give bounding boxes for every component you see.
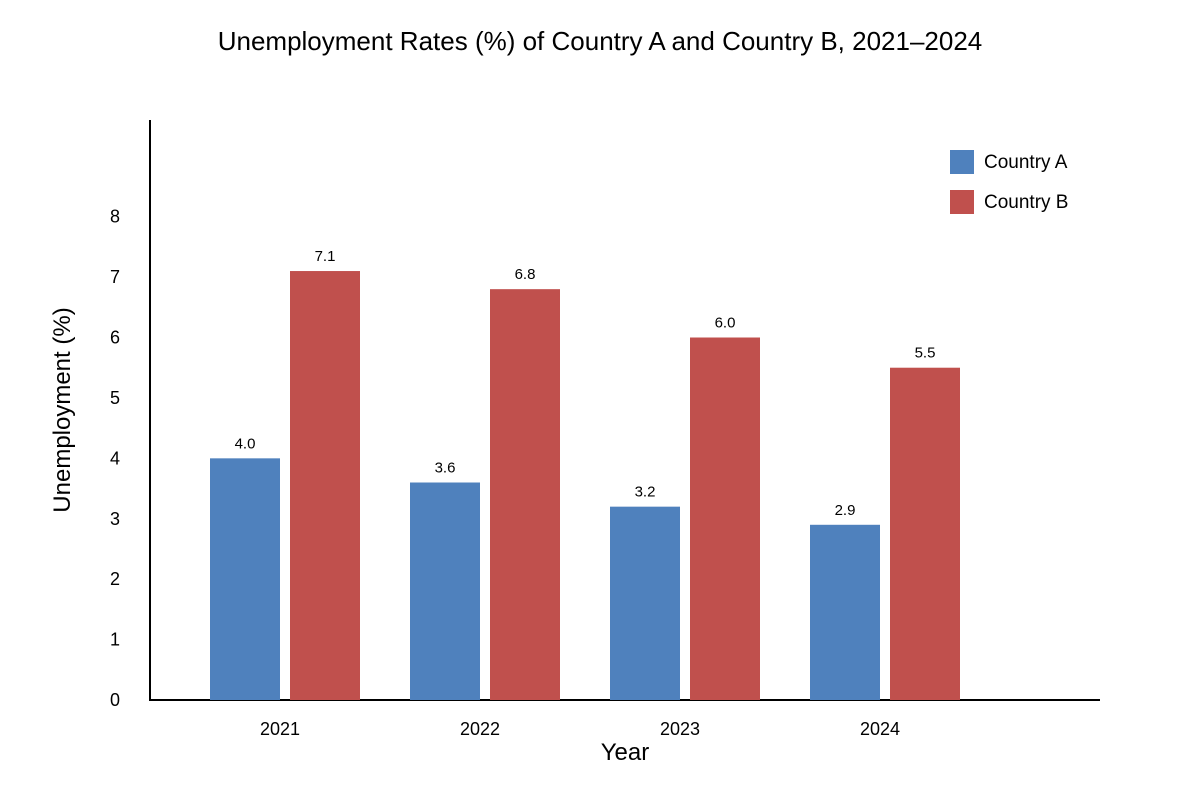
legend-swatch xyxy=(950,190,974,214)
legend-label: Country A xyxy=(984,152,1068,173)
legend: Country A Country B xyxy=(950,150,1068,214)
data-label: 5.5 xyxy=(915,345,936,362)
x-tick-labels: 2021 2022 2023 2024 xyxy=(260,719,900,739)
x-tick-label: 2022 xyxy=(460,719,500,739)
data-label: 6.0 xyxy=(715,315,736,332)
legend-swatch xyxy=(950,150,974,174)
y-tick-labels: 0 1 2 3 4 5 6 7 8 xyxy=(110,207,120,710)
data-labels: 4.0 3.6 3.2 2.9 7.1 6.8 6.0 5.5 xyxy=(235,248,936,519)
bar-country-a-2024 xyxy=(810,524,880,700)
y-tick-label: 3 xyxy=(110,509,120,529)
bar-country-a-2021 xyxy=(210,458,280,700)
data-label: 3.2 xyxy=(635,484,656,501)
y-tick-label: 2 xyxy=(110,569,120,589)
bar-country-a-2023 xyxy=(610,506,680,700)
bar-country-b-2021 xyxy=(290,271,360,700)
x-tick-label: 2023 xyxy=(660,719,700,739)
x-axis-label: Year xyxy=(601,739,650,766)
data-label: 7.1 xyxy=(315,248,336,265)
data-label: 4.0 xyxy=(235,435,256,452)
data-label: 6.8 xyxy=(515,266,536,283)
legend-label: Country B xyxy=(984,192,1068,213)
bar-country-b-2024 xyxy=(890,367,960,700)
bar-country-b-2022 xyxy=(490,289,560,700)
y-tick-label: 8 xyxy=(110,207,120,227)
chart-title: Unemployment Rates (%) of Country A and … xyxy=(218,26,983,56)
data-label: 3.6 xyxy=(435,460,456,477)
bar-country-a-2022 xyxy=(410,482,480,700)
y-tick-label: 7 xyxy=(110,267,120,287)
data-label: 2.9 xyxy=(835,502,856,519)
y-axis-label: Unemployment (%) xyxy=(49,307,76,512)
y-tick-label: 6 xyxy=(110,328,120,348)
bar-country-b-2023 xyxy=(690,337,760,700)
x-tick-label: 2021 xyxy=(260,719,300,739)
y-tick-label: 5 xyxy=(110,388,120,408)
x-tick-label: 2024 xyxy=(860,719,900,739)
bars xyxy=(210,271,960,700)
y-tick-label: 1 xyxy=(110,630,120,650)
y-tick-label: 0 xyxy=(110,690,120,710)
y-tick-label: 4 xyxy=(110,448,120,468)
